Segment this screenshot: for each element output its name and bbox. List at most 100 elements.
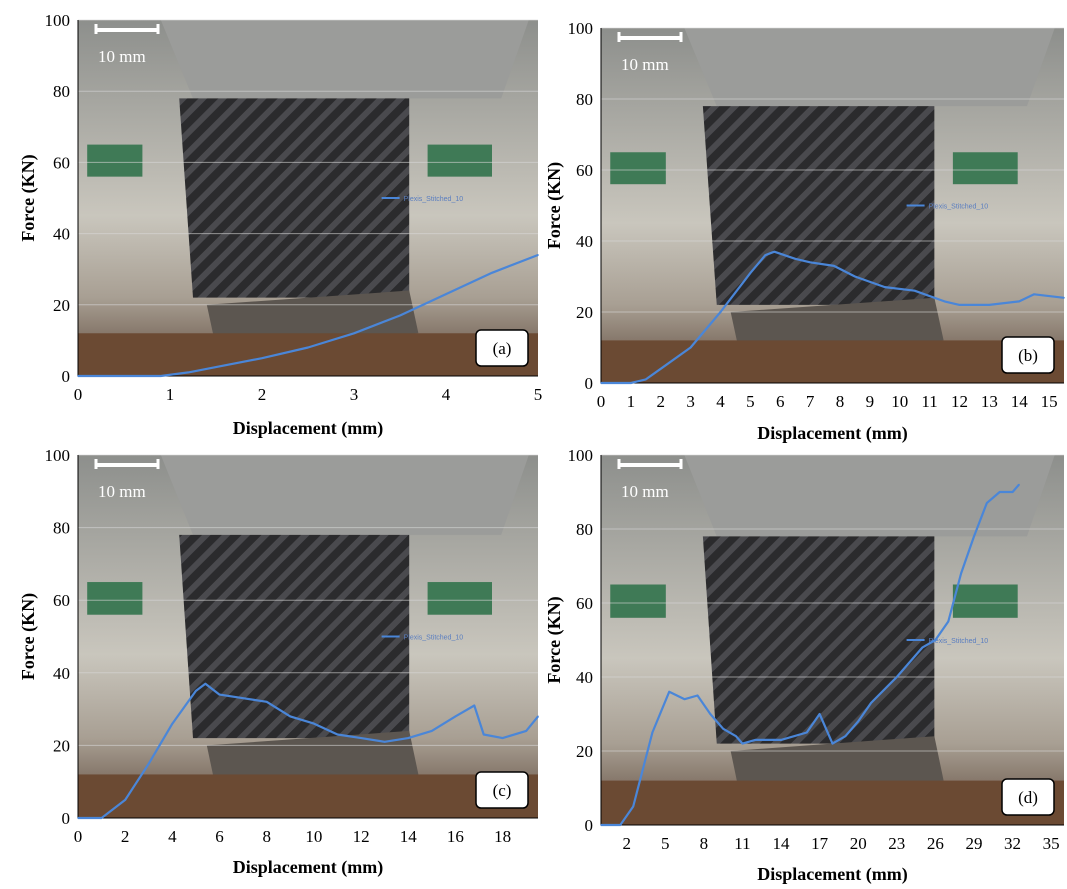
y-tick-label: 0 (585, 816, 594, 835)
x-tick-label: 0 (597, 392, 606, 411)
upper-platen (684, 28, 1055, 107)
data-point (187, 371, 190, 374)
x-tick-label: 14 (400, 827, 418, 846)
data-point (854, 275, 856, 278)
data-point (780, 739, 782, 741)
data-point (473, 704, 476, 707)
x-tick-label: 5 (661, 834, 670, 853)
chart-panel-a: 0 20 40 60 80 100 0 1 2 3 4 5 Displacement (mm) Force… (0, 0, 543, 440)
data-point (1011, 491, 1014, 493)
chart-c-svg: 0 20 40 60 80 100 0 2 4 6 8 10 12 14 16 18 Displacement … (18, 446, 539, 878)
data-point (833, 265, 835, 267)
data-point (171, 722, 174, 725)
y-tick-label: 80 (53, 82, 70, 101)
x-axis-title: Displacement (mm) (757, 423, 907, 444)
x-tick-label: 12 (353, 827, 370, 846)
y-tick-label: 100 (45, 11, 71, 30)
data-point (445, 293, 447, 295)
data-point (160, 375, 162, 377)
data-point (960, 572, 962, 575)
y-tick-label: 60 (576, 594, 593, 613)
x-tick-label: 4 (442, 385, 451, 404)
y-axis-title: Force (KN) (18, 593, 39, 680)
data-point (870, 702, 872, 704)
data-point (921, 646, 924, 649)
data-point (307, 346, 309, 349)
data-point (943, 300, 946, 303)
panel-label: (b) (1018, 346, 1038, 365)
data-point (709, 713, 712, 715)
y-tick-label: 80 (576, 90, 593, 109)
data-point (1063, 297, 1065, 299)
legend-label: Plexis_Stitched_10 (929, 204, 989, 211)
y-tick-label: 20 (576, 742, 593, 761)
data-point (77, 817, 79, 819)
data-point (689, 346, 692, 349)
y-tick-label: 100 (568, 19, 594, 38)
data-point (100, 817, 103, 819)
data-point (123, 375, 125, 377)
x-tick-label: 7 (806, 392, 815, 411)
green-panel-left (610, 152, 666, 185)
data-point (722, 728, 724, 730)
data-point (986, 502, 988, 504)
data-point (719, 311, 722, 313)
y-axis-title: Force (KN) (544, 162, 565, 249)
data-point (77, 375, 79, 377)
data-point (632, 805, 634, 808)
data-point (261, 357, 263, 360)
x-tick-label: 1 (166, 385, 175, 404)
data-point (805, 731, 808, 734)
data-point (1018, 300, 1020, 303)
upper-platen (160, 20, 529, 99)
base-plate (78, 774, 538, 818)
x-tick-label: 3 (686, 392, 695, 411)
x-tick-label: 11 (921, 392, 937, 411)
data-point (818, 713, 821, 715)
y-tick-label: 40 (53, 225, 70, 244)
x-tick-label: 4 (716, 392, 725, 411)
data-point (215, 366, 217, 368)
x-tick-label: 29 (965, 834, 982, 853)
scale-bar-label: 10 mm (621, 55, 669, 74)
data-point (934, 639, 937, 641)
panel-label-box (475, 329, 529, 367)
y-tick-label: 60 (53, 591, 70, 610)
data-point (383, 740, 386, 743)
data-point (399, 314, 401, 317)
x-axis-title: Displacement (mm) (233, 418, 383, 439)
x-tick-label: 0 (74, 827, 83, 846)
carbon-specimen (702, 106, 935, 305)
scale-bar-label: 10 mm (98, 482, 146, 501)
data-point (857, 720, 860, 723)
data-point (809, 261, 811, 264)
x-tick-label: 26 (927, 834, 944, 853)
data-point (764, 254, 767, 256)
data-point (741, 742, 744, 745)
data-point (336, 733, 339, 736)
base-plate (78, 333, 538, 376)
data-point (204, 682, 207, 685)
x-tick-label: 6 (215, 827, 224, 846)
y-tick-label: 20 (53, 296, 70, 315)
x-tick-label: 9 (866, 392, 875, 411)
y-axis-title: Force (KN) (544, 596, 565, 683)
data-point (668, 691, 670, 693)
carbon-specimen (702, 536, 935, 744)
x-tick-label: 4 (168, 827, 177, 846)
x-tick-label: 8 (262, 827, 271, 846)
y-tick-label: 20 (53, 736, 70, 755)
y-tick-label: 20 (576, 303, 593, 322)
data-point (454, 715, 457, 718)
chart-panel-c: 0 20 40 60 80 100 0 2 4 6 8 10 12 14 16 18 Displacement … (0, 440, 540, 889)
x-tick-label: 6 (776, 392, 785, 411)
x-tick-label: 5 (534, 385, 543, 404)
data-point (683, 698, 686, 700)
panel-label: (a) (493, 339, 512, 358)
data-point (600, 382, 602, 384)
data-point (973, 535, 975, 538)
data-point (645, 378, 647, 381)
data-point (794, 257, 796, 260)
data-point (696, 694, 699, 697)
x-tick-label: 12 (951, 392, 968, 411)
